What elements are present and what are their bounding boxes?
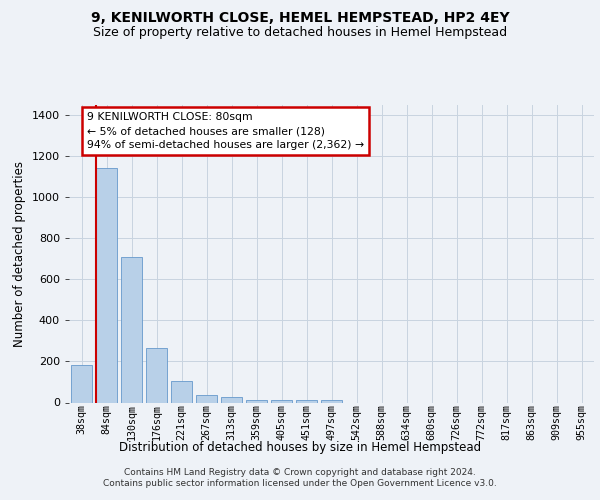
Text: 9, KENILWORTH CLOSE, HEMEL HEMPSTEAD, HP2 4EY: 9, KENILWORTH CLOSE, HEMEL HEMPSTEAD, HP… xyxy=(91,11,509,25)
Bar xyxy=(296,400,317,402)
Text: Contains HM Land Registry data © Crown copyright and database right 2024.
Contai: Contains HM Land Registry data © Crown c… xyxy=(103,468,497,487)
Bar xyxy=(271,400,292,402)
Bar xyxy=(71,364,92,403)
Bar xyxy=(221,397,242,402)
Bar xyxy=(146,348,167,403)
Text: Size of property relative to detached houses in Hemel Hempstead: Size of property relative to detached ho… xyxy=(93,26,507,39)
Bar xyxy=(96,168,117,402)
Bar xyxy=(171,381,192,402)
Bar xyxy=(321,400,342,402)
Text: 9 KENILWORTH CLOSE: 80sqm
← 5% of detached houses are smaller (128)
94% of semi-: 9 KENILWORTH CLOSE: 80sqm ← 5% of detach… xyxy=(87,112,364,150)
Bar xyxy=(121,257,142,402)
Text: Distribution of detached houses by size in Hemel Hempstead: Distribution of detached houses by size … xyxy=(119,441,481,454)
Bar xyxy=(246,400,267,402)
Bar xyxy=(196,396,217,402)
Y-axis label: Number of detached properties: Number of detached properties xyxy=(13,161,26,347)
